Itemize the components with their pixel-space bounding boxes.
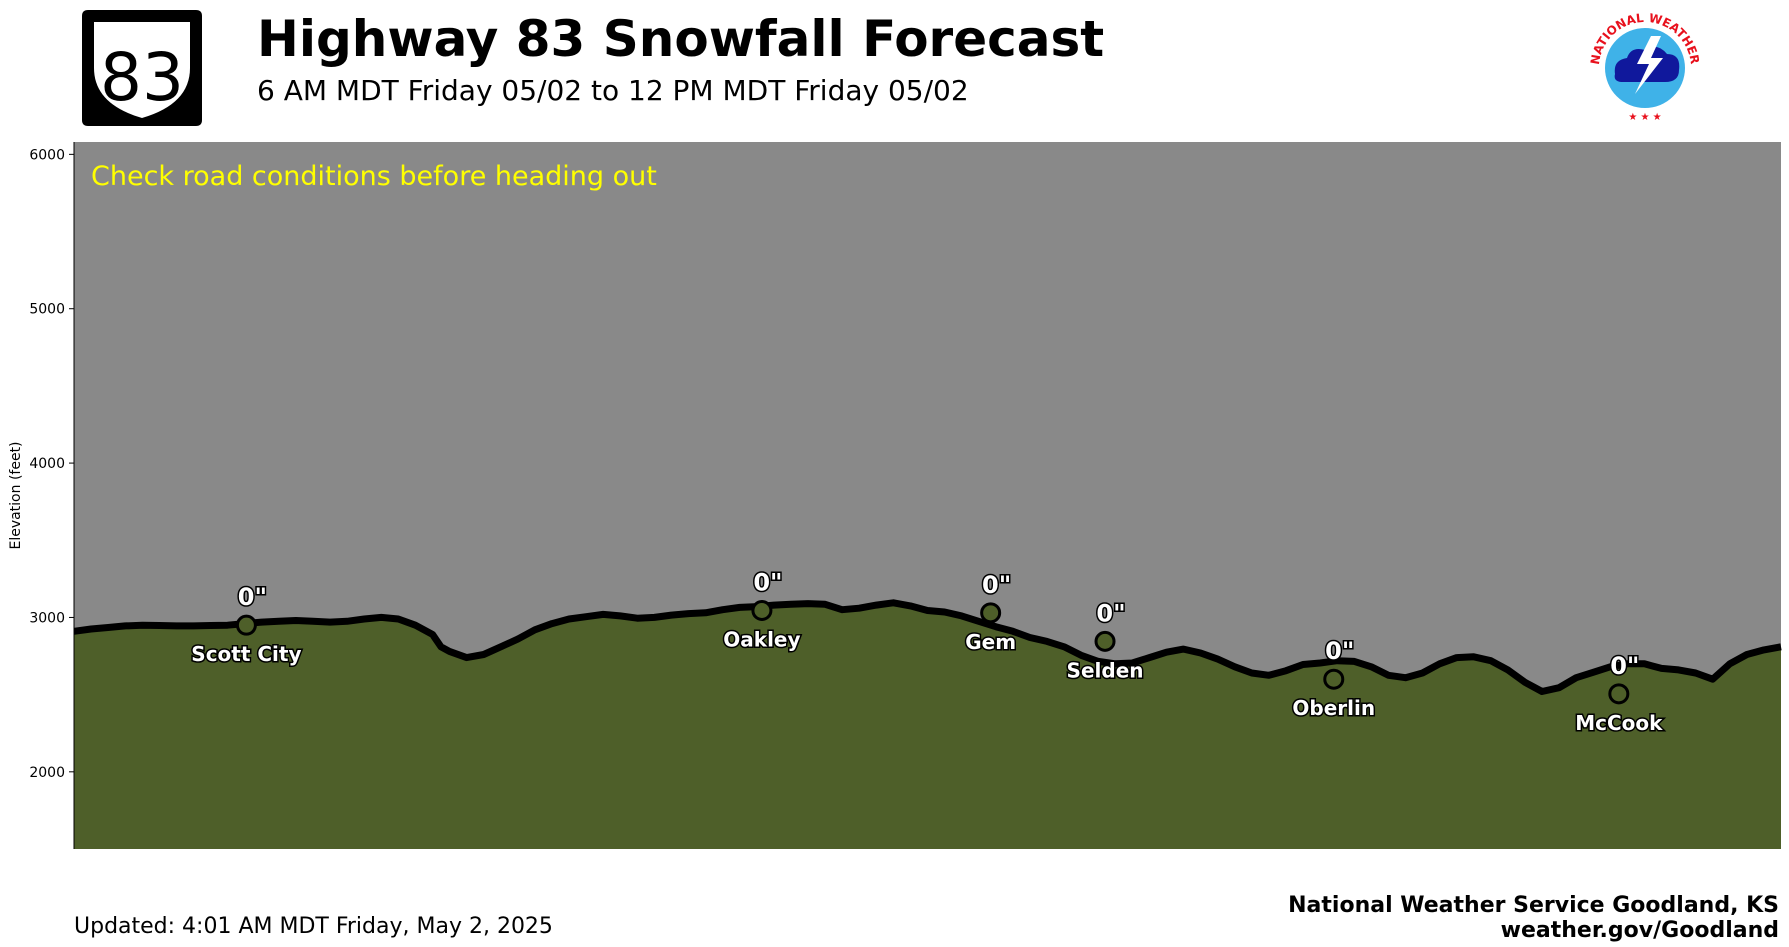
town-name-label: Oberlin: [1292, 696, 1375, 720]
y-tick-label: 2000: [29, 765, 65, 781]
road-conditions-annotation: Check road conditions before heading out: [91, 161, 657, 192]
snowfall-label: 0": [238, 583, 267, 611]
us-route-shield-icon: 83: [82, 10, 202, 126]
updated-timestamp: Updated: 4:01 AM MDT Friday, May 2, 2025: [74, 914, 553, 939]
town-name-label: Scott City: [191, 642, 301, 666]
snowfall-label: 0": [1325, 637, 1354, 665]
y-tick-label: 6000: [29, 147, 65, 163]
snowfall-label: 0": [753, 569, 782, 597]
town-marker: [235, 614, 257, 636]
town-marker: [1608, 683, 1630, 705]
svg-text:★ ★ ★: ★ ★ ★: [1628, 112, 1661, 123]
y-tick-label: 4000: [29, 456, 65, 472]
snowfall-label: 0": [1096, 599, 1125, 627]
town-name-label: Oakley: [723, 628, 800, 652]
y-tick-label: 5000: [29, 302, 65, 318]
town-marker: [980, 602, 1002, 624]
town-marker: [751, 600, 773, 622]
elevation-profile-line: [73, 599, 1782, 695]
snowfall-label: 0": [982, 571, 1011, 599]
nws-logo-icon: NATIONAL WEATHER SERVICE ★ ★ ★: [1585, 8, 1703, 126]
page-subtitle: 6 AM MDT Friday 05/02 to 12 PM MDT Frida…: [257, 74, 969, 107]
town-markers: 0" Scott City 0" Oakley 0" Gem 0" Selden 0" Oberl…: [190, 567, 1665, 736]
route-number: 83: [100, 39, 184, 116]
town-marker: [1323, 668, 1345, 690]
town-name-label: McCook: [1575, 711, 1663, 735]
y-axis-label: Elevation (feet): [8, 441, 24, 549]
office-website: weather.gov/Goodland: [1500, 918, 1779, 943]
office-credit: National Weather Service Goodland, KS we…: [1288, 893, 1779, 943]
town-name-label: Gem: [965, 630, 1016, 654]
y-axis: 2000 3000 4000 5000 6000: [29, 142, 75, 849]
town-marker: [1094, 630, 1116, 652]
y-tick-label: 3000: [29, 610, 65, 626]
page-title: Highway 83 Snowfall Forecast: [257, 10, 1105, 68]
snowfall-label: 0": [1610, 652, 1639, 680]
town-name-label: Selden: [1067, 658, 1144, 682]
office-name: National Weather Service Goodland, KS: [1288, 893, 1779, 918]
